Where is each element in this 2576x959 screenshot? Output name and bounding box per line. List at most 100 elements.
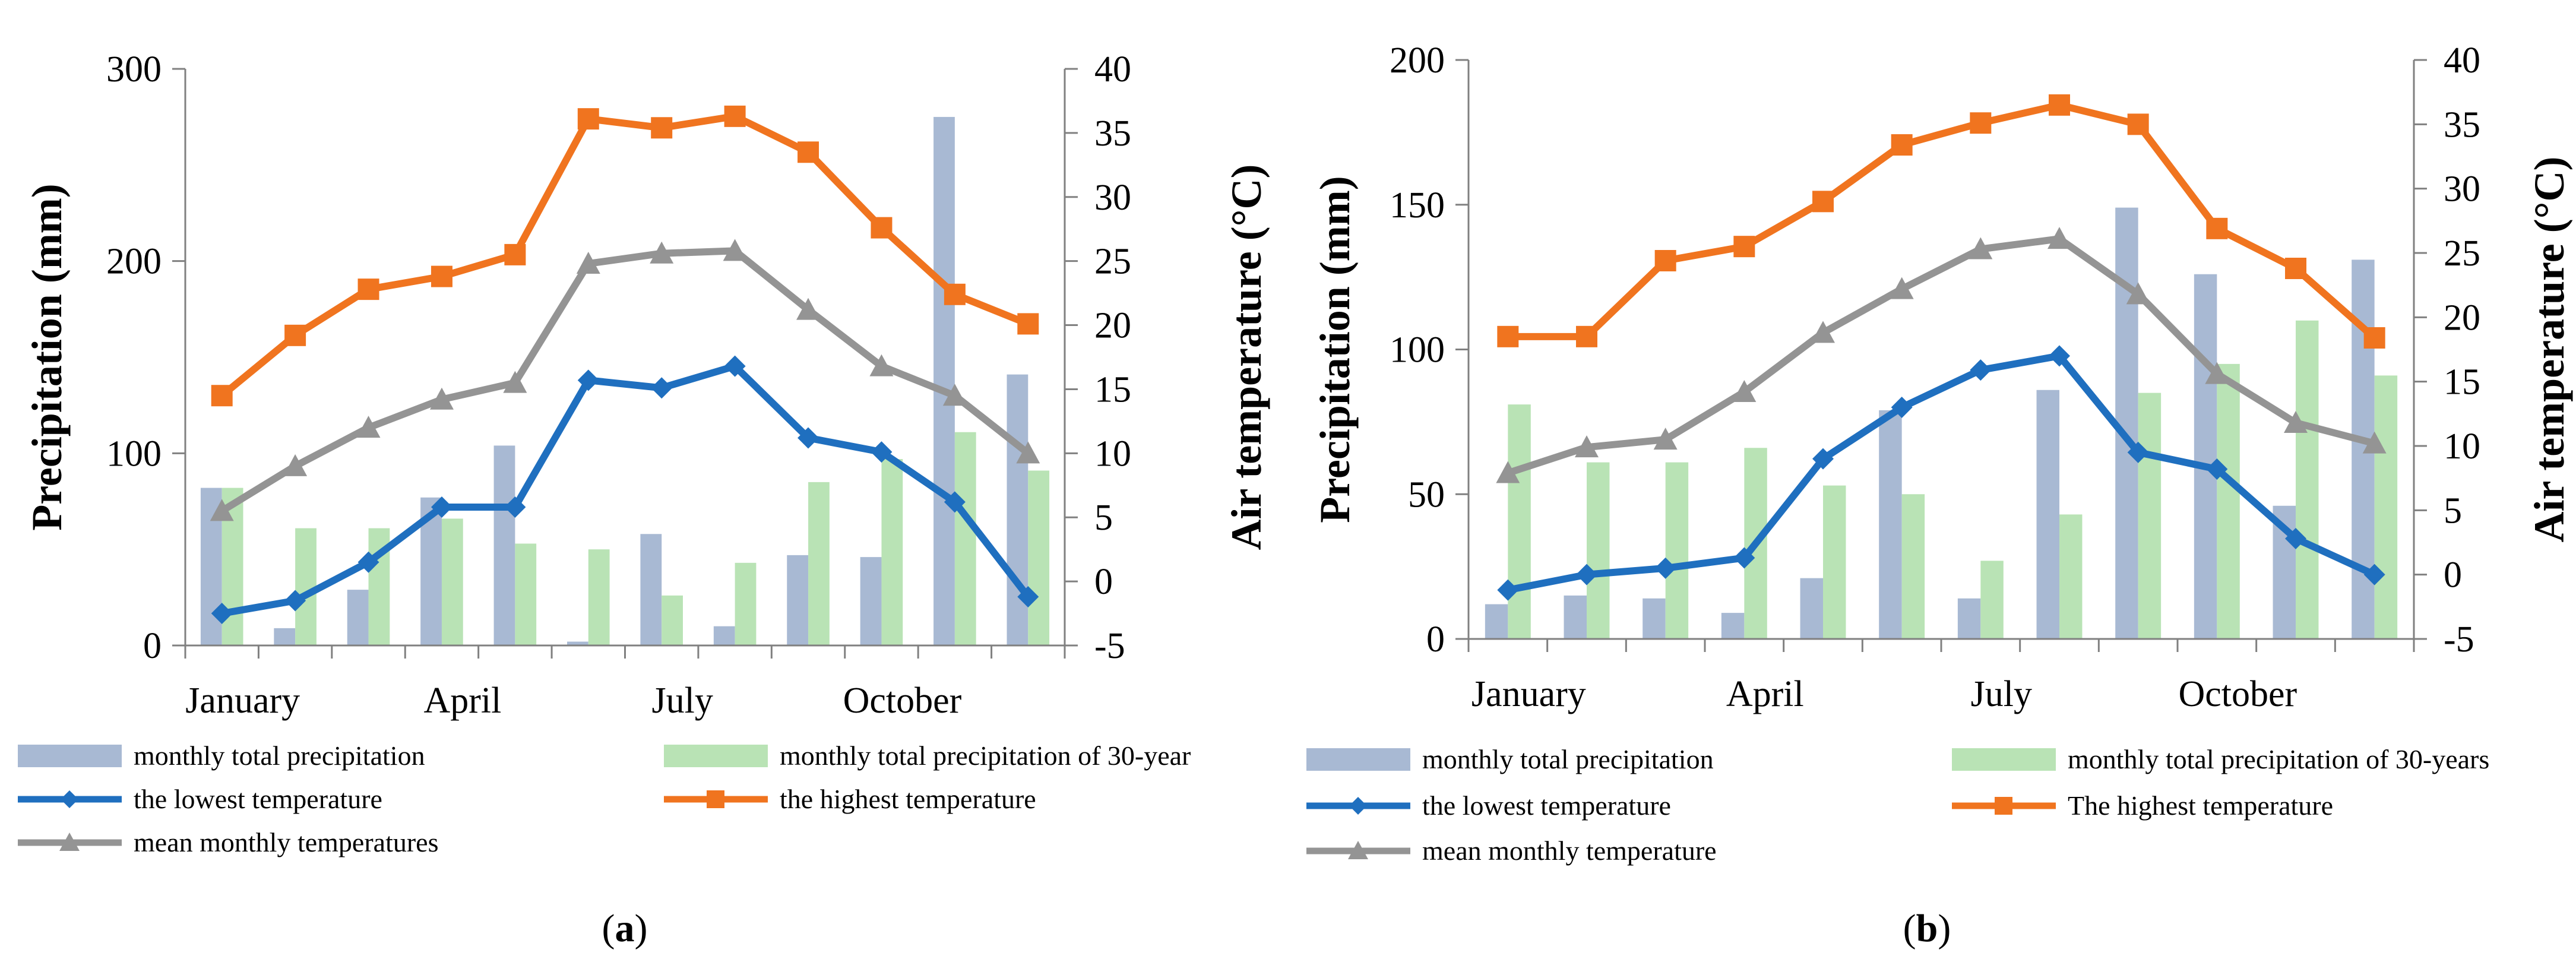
- y-right-tick-label: 40: [2444, 40, 2480, 81]
- point-highest-m5: [1812, 191, 1834, 213]
- point-lowest-m6: [577, 369, 599, 391]
- bar-precip-m12: [1007, 374, 1028, 645]
- legend-swatch-precip30: [1952, 748, 2056, 771]
- x-tick-label: July: [1971, 674, 2032, 714]
- legend-marker-mean: [59, 833, 80, 851]
- x-tick-label: July: [652, 681, 713, 721]
- bar-precip30-m3: [1665, 462, 1689, 639]
- point-mean-m3: [356, 416, 381, 438]
- bar-precip-m3: [1643, 598, 1666, 639]
- legend-label-mean: mean monthly temperatures: [134, 827, 439, 857]
- legend-swatch-precip30: [664, 745, 768, 767]
- y-right-tick-label: 20: [1094, 306, 1131, 346]
- legend-marker-highest: [1995, 797, 2012, 815]
- point-highest-m3: [357, 278, 379, 300]
- bar-precip30-m11: [2296, 320, 2319, 639]
- point-lowest-m11: [2285, 528, 2306, 549]
- line-mean: [1507, 235, 2376, 477]
- y-axis-left-title: Precipitation (mm): [1311, 176, 1359, 523]
- y-right-tick-label: 15: [1094, 369, 1131, 410]
- x-tick-label: April: [1726, 674, 1804, 714]
- line-mean: [220, 247, 1031, 514]
- legend-swatch-precip: [18, 745, 122, 767]
- point-lowest-m3: [357, 551, 379, 573]
- y-right-tick-label: 10: [2444, 426, 2480, 467]
- legend-marker-mean: [1348, 841, 1368, 859]
- point-highest-m2: [284, 324, 306, 346]
- point-mean-m2: [1575, 435, 1599, 458]
- bar-precip30-m11: [954, 432, 976, 645]
- bar-precip30-m6: [588, 549, 610, 645]
- point-highest-m9: [2127, 113, 2149, 135]
- point-mean-m7: [1969, 237, 1993, 259]
- point-highest-m12: [1017, 313, 1039, 335]
- bar-precip-m2: [1564, 595, 1587, 639]
- y-right-tick-label: 30: [2444, 169, 2480, 210]
- legend-label-highest: The highest temperature: [2068, 790, 2333, 821]
- legend-label-lowest: the lowest temperature: [1422, 790, 1671, 821]
- bar-precip-m7: [640, 534, 662, 645]
- point-mean-m4: [1732, 380, 1757, 402]
- x-tick-label: January: [1471, 674, 1586, 714]
- point-highest-m7: [1970, 112, 1992, 134]
- bar-precip30-m2: [295, 528, 317, 645]
- bar-precip-m3: [347, 590, 369, 645]
- y-right-tick-label: 0: [1094, 562, 1113, 602]
- bar-precip-m6: [567, 641, 588, 645]
- bar-precip30-m7: [1980, 561, 2004, 639]
- panel-label: (b): [1903, 907, 1951, 950]
- bar-precip-m4: [1721, 613, 1745, 639]
- y-left-tick-label: 200: [1390, 40, 1445, 81]
- point-mean-m5: [503, 371, 527, 393]
- point-highest-m10: [871, 217, 893, 239]
- point-lowest-m8: [724, 355, 746, 377]
- bar-precip30-m8: [735, 562, 757, 645]
- point-lowest-m5: [1812, 448, 1834, 470]
- y-right-tick-label: 5: [1094, 498, 1113, 538]
- point-highest-m11: [2285, 258, 2306, 279]
- y-left-tick-label: 200: [106, 242, 162, 282]
- point-mean-m3: [1653, 428, 1678, 450]
- point-highest-m10: [2206, 217, 2228, 239]
- y-right-tick-label: 40: [1094, 49, 1131, 90]
- y-left-tick-label: 0: [143, 626, 162, 666]
- point-mean-m12: [1016, 441, 1040, 464]
- panel-a-chart: 0 100 200 300 -5 0 5 10 15 20 25 30 35 40 January April…: [18, 49, 1270, 950]
- bar-precip-m5: [1800, 578, 1823, 639]
- panel-label: (a): [602, 907, 648, 950]
- point-highest-m6: [577, 108, 599, 130]
- bar-precip-m8: [713, 626, 735, 645]
- point-mean-m8: [723, 239, 747, 261]
- bar-precip30-m4: [441, 518, 463, 645]
- bar-precip-m1: [1485, 604, 1508, 639]
- legend-label-precip30: monthly total precipitation of 30-years: [2068, 744, 2489, 774]
- y-right-tick-label: 25: [2444, 233, 2480, 274]
- y-right-tick-label: 35: [2444, 105, 2480, 145]
- point-lowest-m12: [1017, 586, 1039, 608]
- y-left-tick-label: 0: [1426, 619, 1445, 660]
- x-tick-label: January: [185, 681, 300, 721]
- line-highest: [219, 112, 1030, 398]
- point-lowest-m9: [2127, 441, 2149, 463]
- point-mean-m11: [2284, 411, 2308, 433]
- legend-label-highest: the highest temperature: [780, 784, 1036, 814]
- bar-precip30-m12: [1028, 470, 1050, 645]
- y-axis-right-title: Air temperature (°C): [2526, 157, 2573, 543]
- legend-label-precip: monthly total precipitation: [1422, 744, 1714, 774]
- point-lowest-m2: [284, 590, 306, 612]
- legend-label-mean: mean monthly temperature: [1422, 835, 1717, 866]
- line-highest: [1508, 101, 2377, 341]
- point-lowest-m4: [1733, 547, 1755, 569]
- x-tick-label: October: [2178, 674, 2297, 714]
- y-right-tick-label: 15: [2444, 362, 2480, 403]
- bar-precip30-m9: [808, 482, 830, 645]
- y-right-tick-label: -5: [1094, 626, 1125, 666]
- x-tick-label: October: [843, 681, 962, 721]
- point-highest-m4: [1733, 236, 1755, 258]
- point-mean-m12: [2362, 431, 2387, 454]
- y-left-tick-label: 50: [1408, 474, 1445, 515]
- point-lowest-m6: [1891, 397, 1913, 418]
- y-left-tick-label: 150: [1390, 185, 1445, 226]
- y-right-tick-label: 5: [2444, 490, 2462, 531]
- y-right-tick-label: 25: [1094, 242, 1131, 282]
